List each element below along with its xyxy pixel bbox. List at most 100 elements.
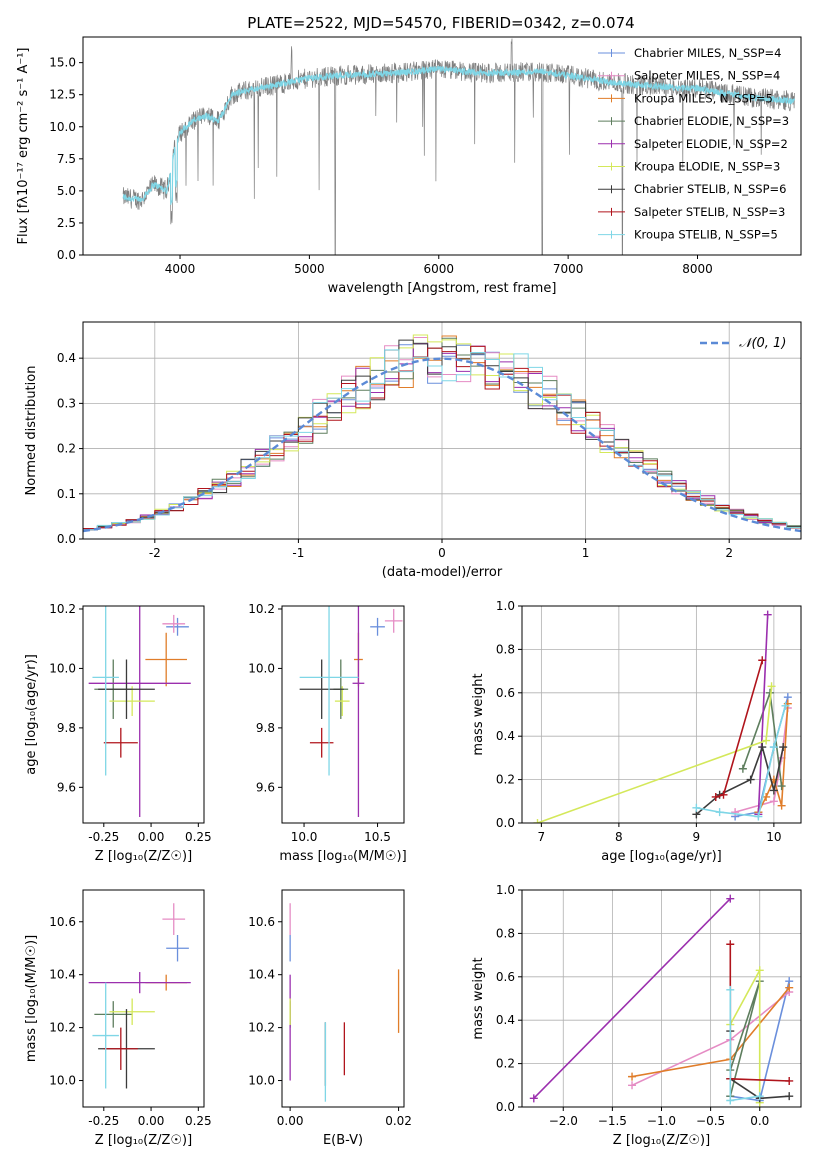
- x-axis-label: age [log₁₀(age/yr)]: [601, 849, 722, 864]
- axes-frame: [281, 605, 405, 824]
- x-tick-label: 0.00: [277, 1114, 304, 1128]
- y-tick-label: 0.3: [57, 396, 76, 410]
- x-tick-label: -0.25: [88, 830, 119, 844]
- legend-entry: Salpeter STELIB, N_SSP=3: [634, 205, 785, 219]
- errorbar-point: [98, 659, 155, 719]
- weight-line: [715, 660, 764, 798]
- axes-mass_vs_Z: -0.25 0.00 0.25 10.0 10.2 10.4 10.6 Z [log₁₀(Z/…: [24, 889, 212, 1148]
- weight-marker: [779, 743, 788, 752]
- y-tick-label: 10.2: [49, 1021, 76, 1035]
- x-tick-label: 5000: [294, 262, 325, 276]
- y-tick-label: 0.4: [57, 351, 76, 365]
- x-tick-label: −2.0: [549, 1114, 578, 1128]
- normal-curve: [83, 357, 801, 533]
- x-axis-label: E(B-V): [323, 1133, 363, 1148]
- errorbar-point: [299, 659, 344, 719]
- weight-marker: [731, 808, 740, 817]
- weight-marker: [755, 1092, 764, 1101]
- weight-marker: [785, 983, 794, 992]
- legend-entry: Chabrier STELIB, N_SSP=6: [634, 182, 786, 196]
- axes-frame: [521, 889, 802, 1108]
- y-tick-label: 10.0: [49, 1074, 76, 1088]
- errorbars: [299, 606, 403, 818]
- errorbar-point: [166, 617, 189, 636]
- y-tick-label: 10.0: [248, 1074, 275, 1088]
- weight-line: [757, 614, 769, 815]
- x-tick-label: 6000: [423, 262, 454, 276]
- errorbar-point: [103, 727, 138, 758]
- errorbar-point: [92, 606, 119, 776]
- errorbar-point: [88, 606, 191, 818]
- errorbar-point: [103, 1027, 138, 1070]
- x-axis-label: wavelength [Angstrom, rest frame]: [328, 281, 557, 296]
- axes-frame: [82, 889, 205, 1108]
- errorbar-point: [384, 608, 403, 633]
- x-tick-label: 0.25: [185, 830, 212, 844]
- weight-marker: [726, 894, 735, 903]
- weight-marker: [755, 966, 764, 975]
- x-tick-label: 0.02: [385, 1114, 412, 1128]
- histogram-kroupa-stelib: [83, 349, 801, 532]
- axes-mass_vs_ebv: 0.00 0.02 10.0 10.2 10.4 10.6 E(B-V): [248, 889, 412, 1148]
- weight-marker: [692, 803, 701, 812]
- errorbar-point: [370, 617, 385, 636]
- x-axis-label: (data-model)/error: [382, 565, 503, 580]
- x-axis-label: Z [log₁₀(Z/Z☉)]: [95, 849, 192, 864]
- axes-frame: [82, 605, 205, 824]
- weight-marker: [726, 985, 735, 994]
- y-tick-label: 0.0: [57, 532, 76, 546]
- x-tick-label: -2: [149, 546, 161, 560]
- x-tick-label: 7000: [553, 262, 584, 276]
- y-tick-label: 12.5: [49, 88, 76, 102]
- errorbar-point: [309, 727, 334, 758]
- weight-line: [695, 744, 784, 815]
- x-tick-label: 10.0: [291, 830, 318, 844]
- x-tick-label: 0.25: [185, 1114, 212, 1128]
- axes-age_vs_Z: -0.25 0.00 0.25 9.6 9.8 10.0 10.2 Z [log₁₀(Z/Z☉…: [24, 602, 212, 864]
- weight-line: [533, 898, 731, 1099]
- weight-marker: [529, 1094, 538, 1103]
- x-tick-label: 9: [693, 830, 701, 844]
- y-tick-label: 10.4: [49, 968, 76, 982]
- x-tick-label: −1.0: [647, 1114, 676, 1128]
- y-tick-label: 10.2: [49, 602, 76, 616]
- weight-marker: [769, 797, 778, 806]
- errorbar-point: [145, 632, 187, 687]
- legend-entry: Kroupa ELODIE, N_SSP=3: [634, 160, 780, 174]
- y-axis-label: mass [log₁₀(M/M☉)]: [24, 935, 39, 1062]
- y-tick-label: 0.2: [57, 442, 76, 456]
- weight-marker: [628, 1081, 637, 1090]
- weight-marker: [628, 1072, 637, 1081]
- x-tick-label: −0.5: [696, 1114, 725, 1128]
- legend-entry: Kroupa STELIB, N_SSP=5: [634, 228, 778, 242]
- weight-marker: [785, 1076, 794, 1085]
- y-axis-label: age [log₁₀(age/yr)]: [24, 654, 39, 775]
- x-axis-label: Z [log₁₀(Z/Z☉)]: [95, 1133, 192, 1148]
- weight-line: [729, 989, 760, 1102]
- x-tick-label: −1.5: [598, 1114, 627, 1128]
- weight-marker: [719, 790, 728, 799]
- errorbar-point: [92, 982, 119, 1089]
- y-tick-label: 0.6: [496, 970, 515, 984]
- x-axis-label: Z [log₁₀(Z/Z☉)]: [613, 1133, 710, 1148]
- chart-layers: 4000 5000 6000 7000 80000.02.55.07.510.012.5…: [16, 36, 802, 1148]
- errorbar-point: [88, 972, 191, 994]
- errorbar-point: [352, 606, 365, 818]
- x-tick-label: 2: [725, 546, 733, 560]
- x-tick-label: 4000: [165, 262, 196, 276]
- x-tick-label: 10: [766, 830, 781, 844]
- y-tick-label: 0.2: [496, 1057, 515, 1071]
- y-tick-label: 0.4: [496, 1013, 515, 1027]
- figure-title: PLATE=2522, MJD=54570, FIBERID=0342, z=0…: [247, 14, 634, 32]
- weight-marker: [767, 682, 776, 691]
- legend-entry: 𝒩(0, 1): [739, 336, 786, 351]
- y-tick-label: 0.0: [496, 816, 515, 830]
- y-tick-label: 9.6: [256, 780, 275, 794]
- data-spectrum-line: [122, 38, 795, 255]
- y-tick-label: 9.8: [256, 721, 275, 735]
- weight-marker: [777, 801, 786, 810]
- y-axis-label: mass weight: [471, 673, 486, 755]
- x-axis-label: mass [log₁₀(M/M☉)]: [279, 849, 406, 864]
- y-tick-label: 0.0: [57, 248, 76, 262]
- y-tick-label: 0.8: [496, 926, 515, 940]
